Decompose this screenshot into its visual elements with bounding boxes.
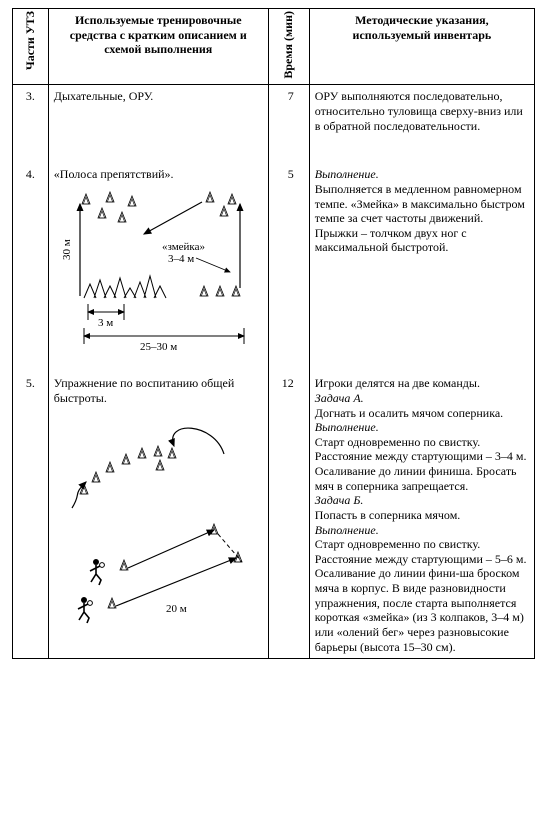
row-notes: ОРУ выполняются последовательно, относит… [315, 89, 529, 153]
row-notes: Выполнение.Выполняется в медленном равно… [315, 167, 529, 362]
numbers-cell: 3. 4. 5. [13, 85, 49, 659]
col4-header: Методические указания, используемый инве… [309, 9, 534, 85]
means-text: Упражнение по воспитанию общей быстроты. [54, 376, 263, 405]
svg-text:«змейка»: «змейка» [162, 241, 205, 253]
means-text: Дыхательные, ОРУ. [54, 89, 263, 104]
col1-header: Части УТЗ [24, 11, 37, 70]
svg-text:3–4 м: 3–4 м [168, 253, 194, 265]
notes-cell: ОРУ выполняются последовательно, относит… [309, 85, 534, 659]
col3-header: Время (мин) [282, 11, 295, 79]
row-time: 7 [274, 89, 304, 153]
row-number: 4. [18, 167, 43, 362]
means-cell: Дыхательные, ОРУ. «Полоса препятствий». [48, 85, 268, 659]
means-text: «Полоса препятствий». [54, 167, 263, 182]
time-cell: 7 5 12 [268, 85, 309, 659]
svg-text:30 м: 30 м [61, 239, 73, 260]
row-number: 3. [18, 89, 43, 153]
svg-text:20 м: 20 м [166, 603, 187, 615]
svg-text:3 м: 3 м [98, 317, 113, 329]
svg-text:25–30 м: 25–30 м [140, 341, 177, 353]
row-time: 5 [274, 167, 304, 362]
col2-header: Используемые тренировочные средства с кр… [48, 9, 268, 85]
row-notes: Игроки делятся на две команды.Задача А.Д… [315, 376, 529, 654]
row-number: 5. [18, 376, 43, 391]
speed-drill-diagram: 20 м [54, 412, 252, 632]
row-time: 12 [274, 376, 304, 391]
header-row: Части УТЗ Используемые тренировочные сре… [13, 9, 535, 85]
training-plan-page: { "header":{ "col1":"Части\nУТЗ", "col2"… [0, 0, 547, 827]
obstacle-course-diagram: 30 м «змейка» 3–4 м [54, 188, 252, 358]
body-row: 3. 4. 5. Дыхательные, ОРУ. «Полоса препя… [13, 85, 535, 659]
training-table: Части УТЗ Используемые тренировочные сре… [12, 8, 535, 659]
